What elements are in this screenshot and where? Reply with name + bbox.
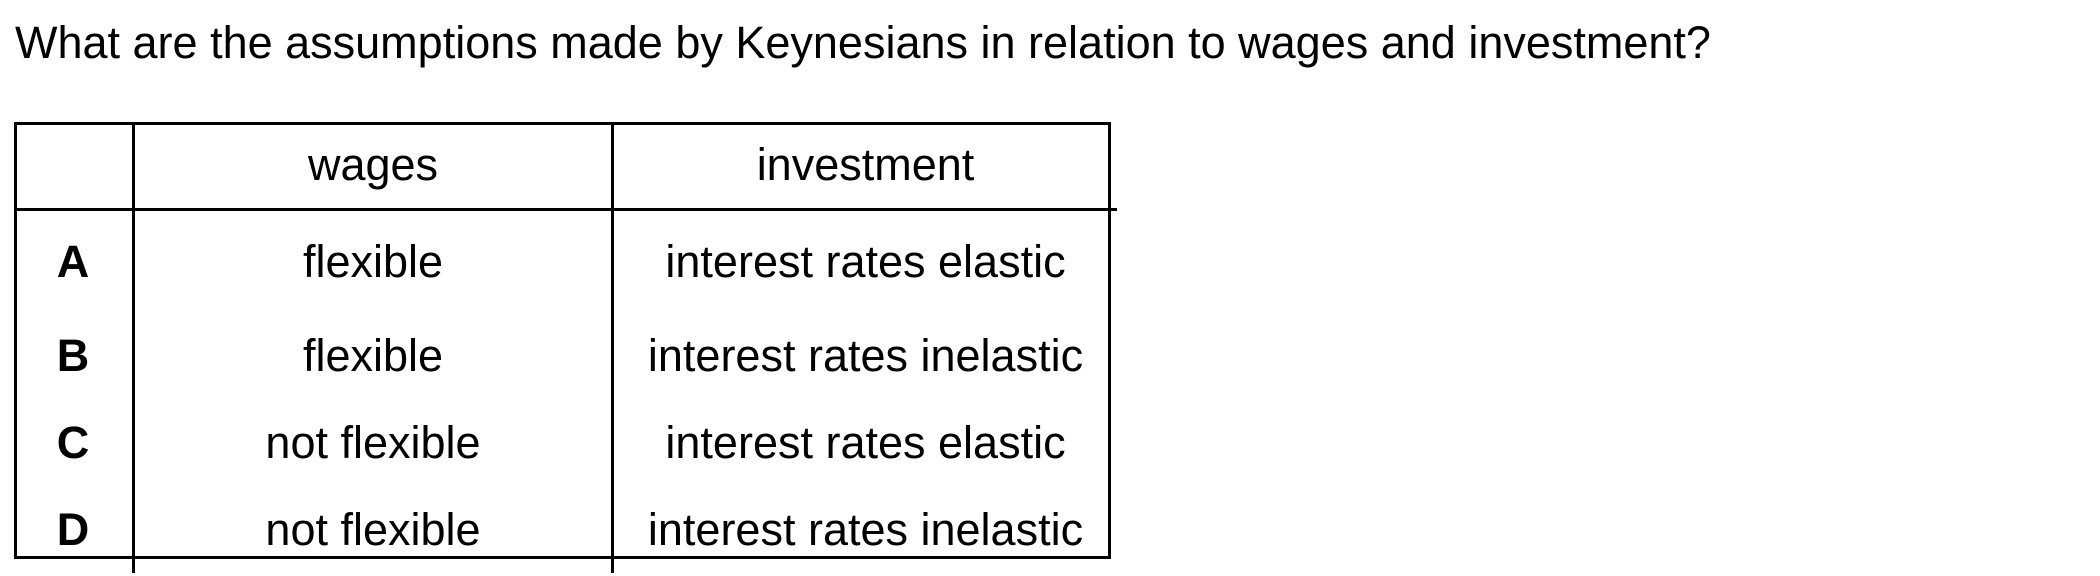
table-row-d: D not flexible interest rates inelastic — [14, 486, 1117, 573]
table-header-row: wages investment — [14, 122, 1117, 211]
question-text: What are the assumptions made by Keynesi… — [15, 17, 1711, 68]
option-letter: C — [14, 399, 135, 486]
table-row-b: B flexible interest rates inelastic — [14, 312, 1117, 399]
option-letter: B — [14, 312, 135, 399]
wages-cell: flexible — [133, 312, 614, 399]
options-table: wages investment A flexible interest rat… — [14, 122, 1117, 573]
header-wages: wages — [133, 122, 614, 211]
investment-cell: interest rates inelastic — [647, 329, 1084, 381]
investment-cell: interest rates elastic — [665, 416, 1066, 468]
table-row-a: A flexible interest rates elastic — [14, 209, 1117, 312]
investment-cell: interest rates elastic — [665, 235, 1066, 287]
header-letter-cell — [14, 122, 135, 211]
wages-cell: flexible — [133, 209, 614, 312]
header-investment: investment — [612, 122, 1117, 211]
wages-cell: not flexible — [133, 486, 614, 573]
table-row-c: C not flexible interest rates elastic — [14, 399, 1117, 486]
investment-cell: interest rates inelastic — [647, 503, 1084, 555]
option-letter: D — [14, 486, 135, 573]
option-letter: A — [14, 209, 135, 312]
wages-cell: not flexible — [133, 399, 614, 486]
